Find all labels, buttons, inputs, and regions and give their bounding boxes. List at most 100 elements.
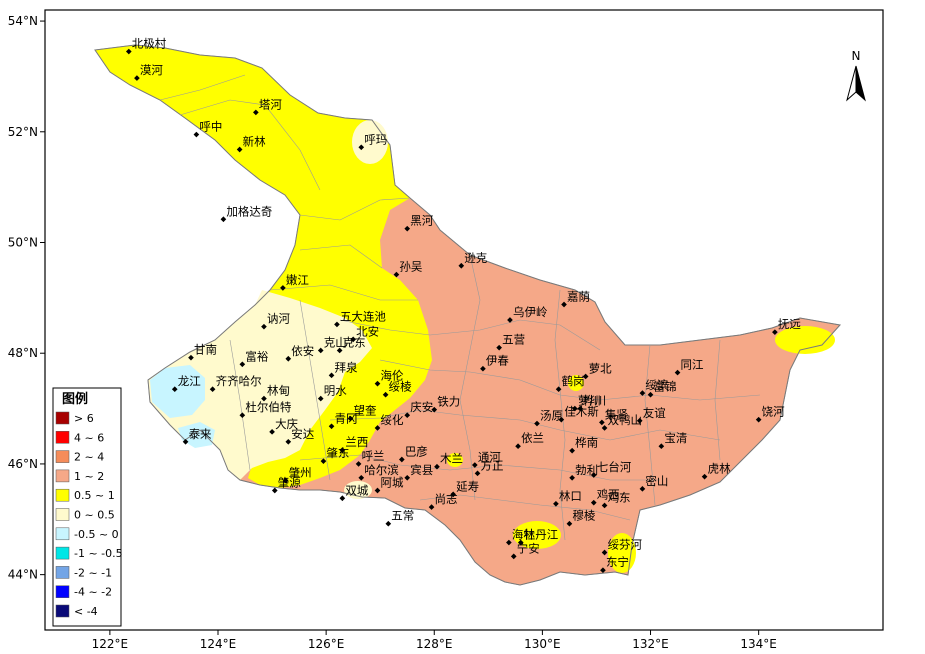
station-label: 林甸	[267, 384, 290, 398]
station-label: 漠河	[140, 63, 163, 77]
legend-label: 0 ~ 0.5	[74, 509, 115, 522]
station-label: 集贤	[605, 407, 628, 421]
station-label: 五营	[502, 333, 525, 347]
station-marker	[507, 317, 513, 323]
station-marker	[582, 373, 589, 380]
station-label: 依兰	[521, 431, 544, 445]
station-marker	[569, 447, 575, 454]
zone-yellow-suifenhe	[608, 533, 636, 573]
station-label: 克东	[343, 335, 366, 349]
legend-swatch	[55, 566, 70, 579]
station-marker	[600, 567, 606, 574]
station-label: 呼玛	[364, 132, 387, 146]
station-label: 五大连池	[340, 309, 386, 323]
station-marker	[269, 428, 275, 435]
station-marker	[374, 380, 381, 387]
station-marker	[374, 425, 381, 431]
station-label: 大庆	[275, 417, 298, 431]
station-marker	[271, 487, 278, 494]
station-marker	[458, 262, 465, 269]
station-marker	[358, 144, 365, 151]
station-label: 富裕	[245, 349, 268, 363]
station-marker	[471, 462, 478, 468]
station-label: 方正	[481, 458, 504, 472]
station-label: 肇东	[326, 446, 349, 460]
station-marker	[636, 417, 643, 424]
lon-ticks: 122°E 124°E 126°E 128°E 130°E 132°E 134°E	[92, 630, 777, 651]
station-marker	[285, 438, 292, 445]
station-label: 黑河	[410, 214, 433, 228]
station-label: 嫩江	[286, 273, 309, 287]
station-label: 呼中	[199, 120, 222, 134]
station-label: 饶河	[762, 405, 785, 419]
station-label: 东宁	[606, 555, 629, 569]
station-marker	[558, 416, 565, 423]
station-label: 桦南	[575, 436, 598, 450]
station-label: 北安	[356, 324, 379, 338]
station-label: 通河	[478, 450, 501, 464]
station-marker	[220, 216, 227, 223]
station-marker	[374, 487, 381, 494]
station-marker	[517, 539, 524, 546]
station-label: 哈尔滨	[364, 463, 399, 477]
legend-swatch	[55, 546, 70, 560]
station-label: 宾县	[410, 463, 433, 477]
legend-swatch	[55, 469, 70, 483]
station-marker	[431, 406, 438, 413]
station-marker	[506, 539, 512, 546]
station-label: 乌伊岭	[513, 305, 548, 319]
station-label: 宁安	[517, 541, 540, 555]
station-label: 海林	[512, 528, 535, 542]
station-label: 明水	[324, 384, 347, 398]
station-label: 桦川	[583, 394, 606, 408]
station-label: 双鸭山	[608, 413, 643, 427]
zone-yellow-mudanjiang	[513, 521, 561, 549]
station-marker	[701, 473, 708, 480]
station-marker	[569, 474, 575, 481]
station-marker	[599, 419, 605, 426]
zone-cream-huma	[352, 120, 388, 164]
station-label: 肇州	[289, 466, 312, 480]
legend-label: -1 ~ -0.5	[74, 547, 123, 560]
station-marker	[188, 354, 194, 361]
station-marker	[534, 420, 540, 427]
station-marker	[674, 369, 681, 376]
legend-label: -2 ~ -1	[74, 566, 112, 579]
north-arrow-label: N	[852, 49, 861, 63]
station-marker	[328, 372, 335, 379]
station-label: 鹤岗	[562, 374, 585, 388]
station-label: 虎林	[708, 462, 731, 476]
station-marker	[350, 336, 356, 343]
station-marker	[236, 146, 243, 153]
station-label: 牡丹江	[524, 528, 559, 542]
legend-swatch	[55, 527, 70, 541]
station-marker	[590, 499, 597, 506]
station-marker	[450, 491, 457, 498]
station-label: 青冈	[335, 411, 358, 425]
station-marker	[317, 347, 324, 354]
legend-label: -4 ~ -2	[74, 586, 112, 599]
lat-tick-label: 52°N	[8, 125, 38, 139]
station-label: 抚远	[778, 317, 801, 331]
station-label: 绥棱	[389, 380, 412, 394]
station-label: 绥化	[380, 413, 403, 427]
station-marker	[209, 386, 216, 393]
station-label: 海伦	[380, 369, 403, 383]
station-marker	[577, 405, 584, 412]
station-marker	[171, 386, 178, 393]
station-label: 甘南	[194, 343, 217, 357]
station-marker	[239, 361, 246, 368]
station-marker	[510, 553, 517, 560]
station-marker	[280, 285, 286, 291]
station-marker	[639, 390, 646, 396]
station-marker	[434, 463, 440, 470]
station-label: 富锦	[654, 380, 677, 394]
station-marker	[398, 456, 405, 463]
lat-tick-label: 48°N	[8, 346, 38, 360]
station-marker	[474, 470, 481, 477]
station-marker	[639, 486, 646, 492]
north-arrow: N	[846, 49, 866, 102]
station-marker	[358, 474, 365, 481]
station-label: 安达	[291, 427, 314, 441]
